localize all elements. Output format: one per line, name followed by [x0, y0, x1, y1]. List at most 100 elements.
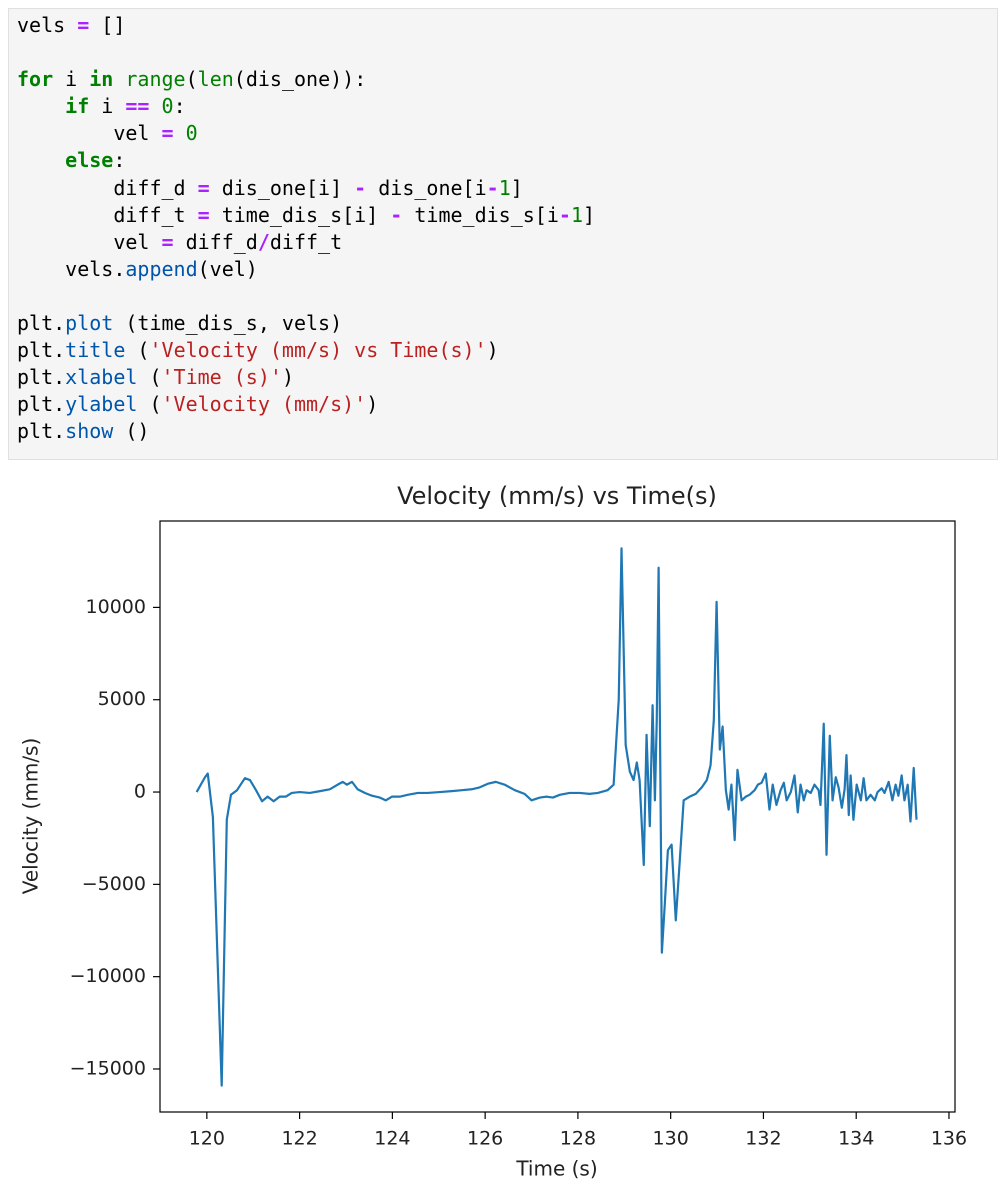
code-line: vels.append(vel) — [17, 256, 997, 283]
code-token: for — [17, 67, 54, 92]
code-token: diff_t — [17, 202, 198, 227]
x-tick-label: 120 — [189, 1128, 225, 1150]
code-token: : — [173, 94, 186, 119]
y-tick-label: −15000 — [70, 1057, 146, 1079]
code-token: - — [558, 202, 571, 227]
code-token: 'Velocity (mm/s)' — [161, 392, 367, 417]
code-token: - — [390, 202, 403, 227]
code-line: plt.title ('Velocity (mm/s) vs Time(s)') — [17, 337, 997, 364]
code-token: title — [65, 338, 126, 363]
data-line — [195, 547, 918, 1087]
code-line: for i in range(len(dis_one)): — [17, 66, 997, 93]
code-token: = — [197, 202, 210, 227]
plot-frame — [159, 520, 956, 1113]
code-token: plt. — [17, 392, 66, 417]
code-token: - — [486, 175, 499, 200]
code-line: vel = diff_d/diff_t — [17, 229, 997, 256]
x-tick-label: 122 — [281, 1128, 317, 1150]
code-cell: vels = [] for i in range(len(dis_one)): i… — [8, 8, 998, 460]
code-token: ( — [125, 338, 150, 363]
code-token: 0 — [185, 121, 198, 146]
code-token: if — [65, 94, 90, 119]
code-token: xlabel — [65, 365, 138, 390]
y-tick-label: 10000 — [86, 596, 146, 618]
code-token: i — [89, 94, 126, 119]
x-tick-label: 126 — [467, 1128, 503, 1150]
code-token: = — [161, 229, 174, 254]
code-token: == — [125, 94, 150, 119]
code-token: vels — [17, 13, 78, 37]
code-token: len — [197, 67, 234, 92]
code-token: ylabel — [65, 392, 138, 417]
code-token: dis_one[i] — [209, 175, 355, 200]
code-token: - — [354, 175, 367, 200]
y-tick-label: −10000 — [70, 965, 146, 987]
code-token: ( — [185, 67, 198, 92]
code-token: else — [65, 148, 114, 173]
code-line: plt.show () — [17, 418, 997, 445]
code-token: show — [65, 419, 114, 444]
code-line: else: — [17, 147, 997, 174]
code-token: diff_d — [173, 229, 258, 254]
code-token: ( — [137, 392, 162, 417]
code-token: plt. — [17, 311, 66, 336]
code-token: vel — [17, 229, 162, 254]
x-tick-label: 128 — [560, 1128, 596, 1150]
code-token: diff_t — [269, 229, 343, 254]
code-token: (vel) — [197, 256, 258, 281]
code-token: 1 — [570, 202, 583, 227]
code-line: plt.ylabel ('Velocity (mm/s)') — [17, 391, 997, 418]
x-tick-label: 124 — [374, 1128, 410, 1150]
code-token: ] — [582, 202, 596, 227]
code-token: = — [77, 13, 90, 37]
code-token: dis_one[i — [366, 175, 487, 200]
y-axis-label: Velocity (mm/s) — [19, 738, 43, 895]
code-token: = — [161, 121, 174, 146]
code-line: vels = [] — [17, 12, 997, 39]
code-token: time_dis_s[i — [402, 202, 559, 227]
code-token: range — [125, 67, 186, 92]
y-tick-label: 0 — [134, 781, 146, 803]
code-line: if i == 0: — [17, 93, 997, 120]
code-token: vels. — [17, 256, 126, 281]
chart-title: Velocity (mm/s) vs Time(s) — [397, 482, 717, 510]
code-token: i — [53, 67, 90, 92]
x-axis-label: Time (s) — [515, 1157, 597, 1181]
code-token: ] — [510, 175, 523, 200]
code-token: diff_d — [17, 175, 198, 200]
code-line: plt.plot (time_dis_s, vels) — [17, 310, 997, 337]
y-tick-label: 5000 — [98, 688, 146, 710]
code-line: diff_t = time_dis_s[i] - time_dis_s[i-1] — [17, 202, 997, 229]
code-token: : — [113, 148, 126, 173]
x-tick-label: 132 — [745, 1128, 781, 1150]
code-token: (time_dis_s, vels) — [113, 311, 343, 336]
code-line: diff_d = dis_one[i] - dis_one[i-1] — [17, 175, 997, 202]
code-token: 0 — [161, 94, 174, 119]
code-token: 'Velocity (mm/s) vs Time(s)' — [149, 338, 487, 363]
code-token: = — [197, 175, 210, 200]
code-token: ) — [366, 392, 379, 417]
code-token: ) — [486, 338, 499, 363]
code-token: [] — [89, 13, 126, 37]
y-tick-label: −5000 — [82, 873, 146, 895]
code-token: / — [257, 229, 270, 254]
code-line: plt.xlabel ('Time (s)') — [17, 364, 997, 391]
code-token: () — [113, 419, 150, 444]
code-token: vel — [17, 121, 162, 146]
code-token: plt. — [17, 419, 66, 444]
code-token: in — [89, 67, 114, 92]
x-tick-label: 130 — [653, 1128, 689, 1150]
code-token: 1 — [498, 175, 511, 200]
x-tick-label: 136 — [931, 1128, 967, 1150]
code-token: plt. — [17, 365, 66, 390]
code-token: ( — [137, 365, 162, 390]
code-token: plot — [65, 311, 114, 336]
code-token: append — [125, 256, 198, 281]
code-token: time_dis_s[i] — [209, 202, 391, 227]
x-tick-label: 134 — [838, 1128, 874, 1150]
code-token: 'Time (s)' — [161, 365, 282, 390]
code-token: plt. — [17, 338, 66, 363]
code-token: ) — [281, 365, 294, 390]
